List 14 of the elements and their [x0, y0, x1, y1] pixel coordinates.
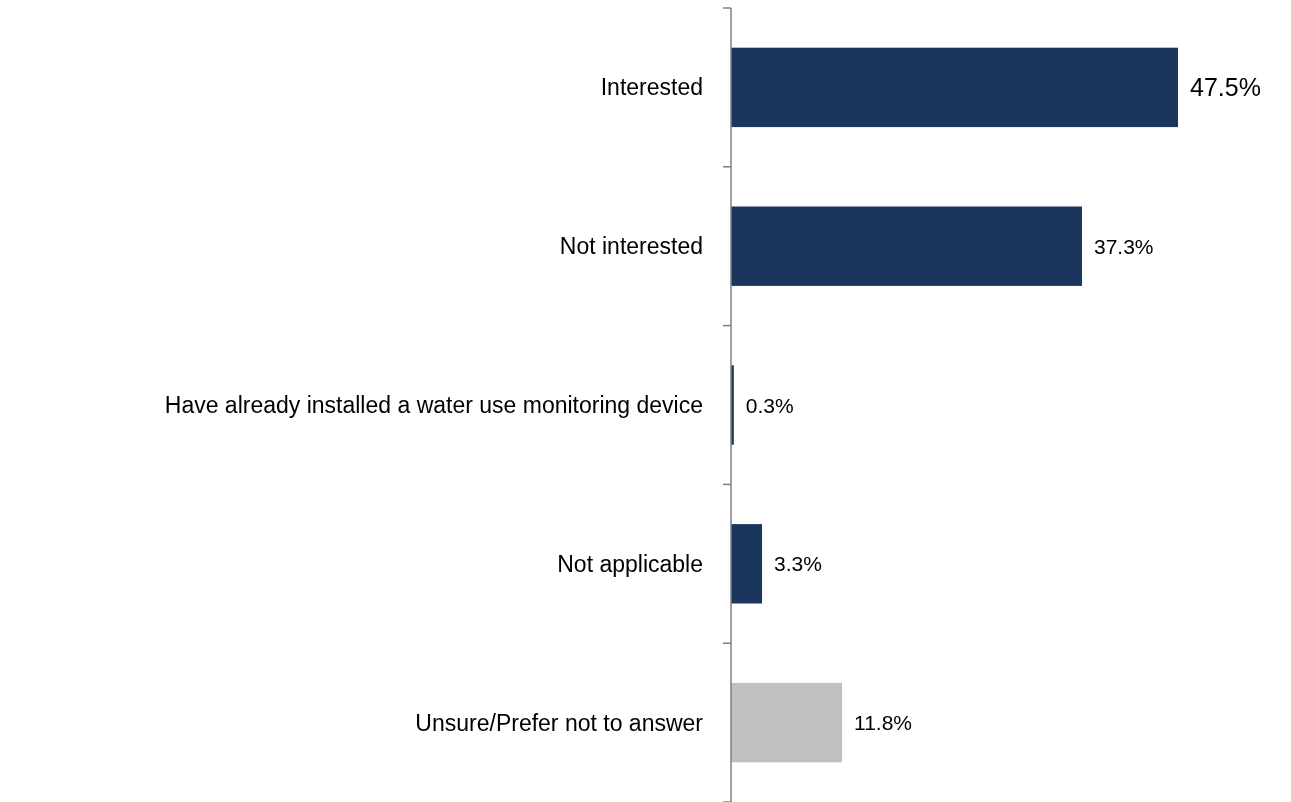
bar — [731, 682, 843, 763]
data-label: 3.3% — [774, 552, 822, 576]
bar — [731, 206, 1083, 286]
y-tick-label: Not interested — [559, 233, 703, 260]
data-label: 47.5% — [1190, 73, 1261, 102]
y-tick-label: Have already installed a water use monitoring device — [164, 392, 703, 418]
data-label: 0.3% — [745, 393, 794, 417]
data-label: 37.3% — [1094, 234, 1154, 258]
data-label: 11.8% — [854, 711, 913, 735]
y-tick-label: Unsure/Prefer not to answer — [415, 709, 704, 736]
y-tick-label: Not applicable — [557, 550, 703, 577]
bar — [731, 47, 1178, 128]
y-tick-label: Interested — [600, 74, 703, 101]
bar — [731, 524, 763, 604]
